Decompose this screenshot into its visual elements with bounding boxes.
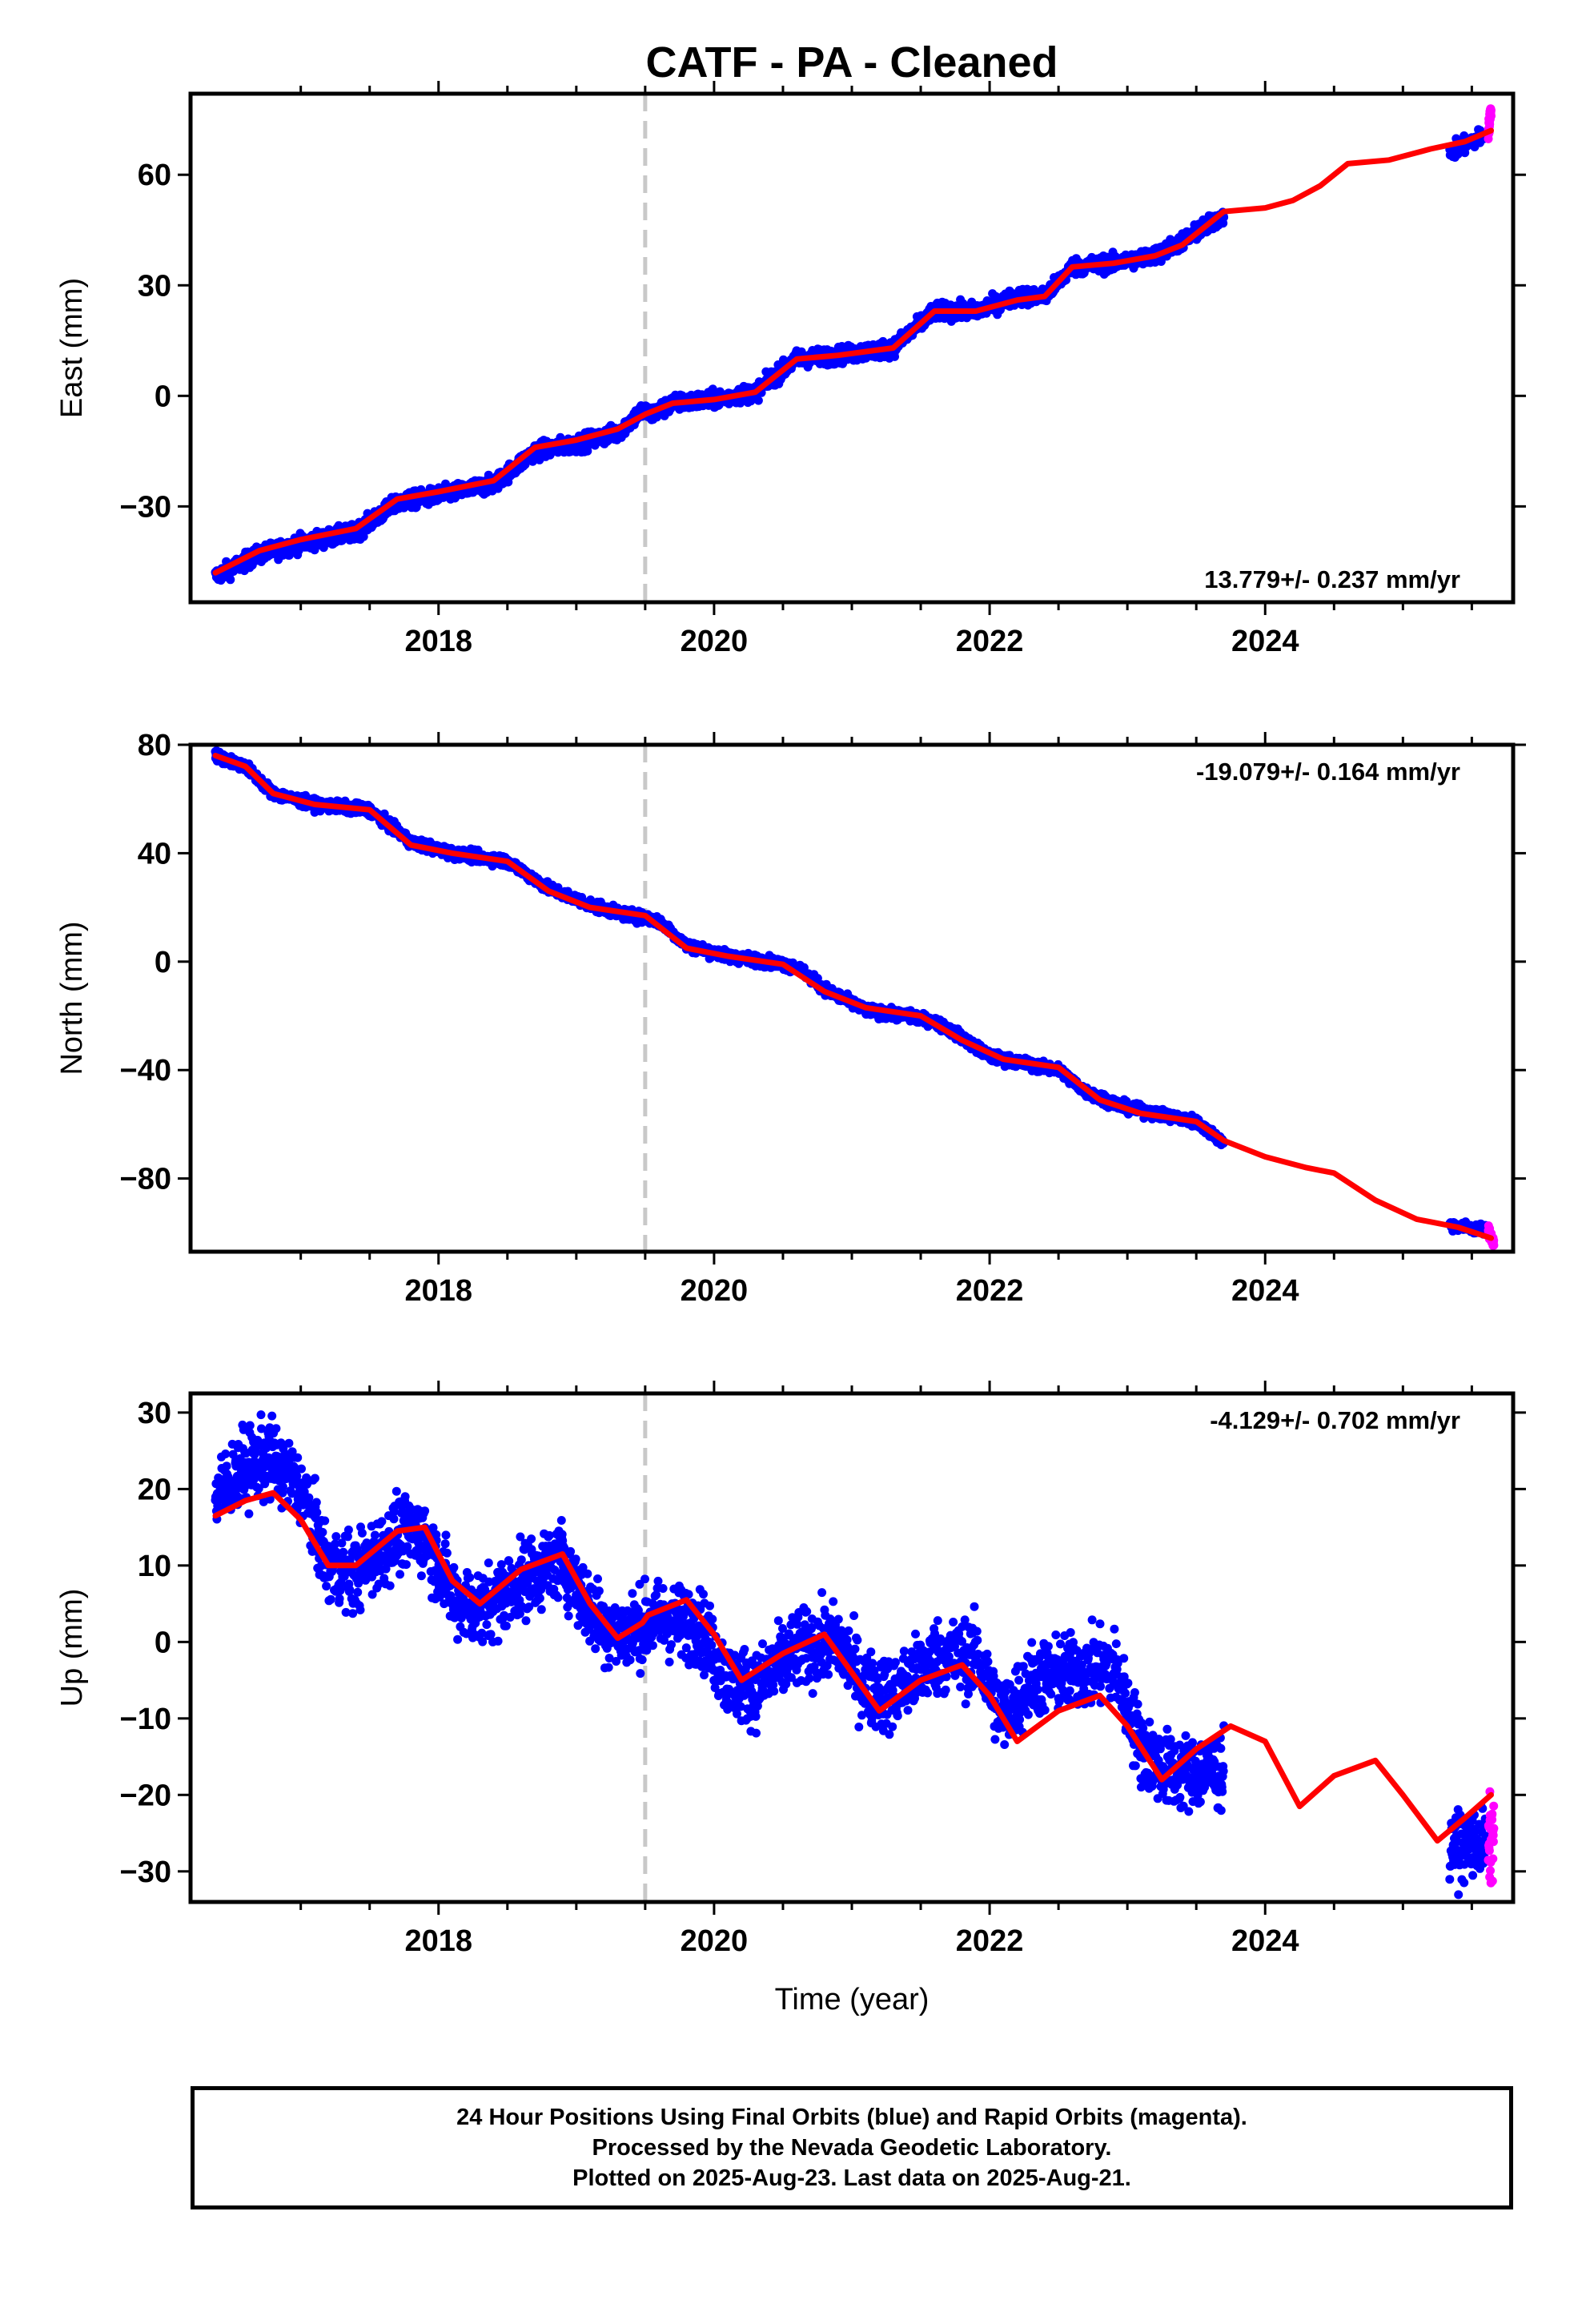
chart-title: CATF - PA - Cleaned — [645, 38, 1058, 86]
data-point — [226, 575, 235, 585]
y-axis-label: East (mm) — [55, 278, 89, 418]
y-tick-label: 30 — [138, 269, 171, 303]
data-point — [359, 532, 368, 541]
rate-label: 13.779+/- 0.237 mm/yr — [1204, 565, 1460, 593]
model-line — [212, 127, 1494, 576]
y-tick-label: −30 — [120, 490, 171, 524]
y-tick-label: 0 — [155, 380, 171, 413]
plot-area — [211, 94, 1496, 602]
east-panel: 2018 2020 2022 2024 −30 0 30 60 East (mm) 13.779+… — [55, 81, 1526, 658]
y-tick-label: 60 — [138, 159, 171, 192]
data-point — [1487, 111, 1496, 121]
x-tick-label: 2018 — [404, 625, 472, 658]
series-2 — [1484, 104, 1496, 143]
plot-area — [211, 745, 1499, 1252]
x-tick-label: 2020 — [681, 625, 749, 658]
data-point — [890, 352, 899, 361]
data-point — [753, 396, 763, 405]
x-tick-label: 2024 — [1231, 625, 1299, 658]
x-tick-label: 2022 — [956, 625, 1024, 658]
